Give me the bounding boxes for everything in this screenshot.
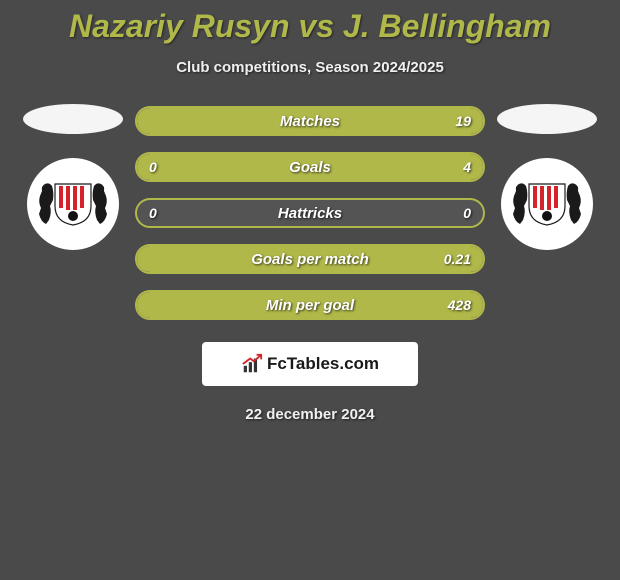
stat-value-right: 0.21	[444, 251, 471, 267]
club-badge-graphic	[37, 168, 109, 240]
stats-column: Matches 19 0 Goals 4 0 Hattricks 0 Goals per mat…	[135, 104, 485, 320]
stat-value-right: 19	[455, 113, 471, 129]
stat-value-right: 4	[463, 159, 471, 175]
lion-right-icon	[91, 182, 111, 226]
player-right-avatar-placeholder	[497, 104, 597, 134]
stat-label: Min per goal	[266, 297, 354, 314]
lion-left-icon	[35, 182, 55, 226]
stat-bar: Min per goal 428	[135, 290, 485, 320]
brand-box: FcTables.com	[202, 342, 418, 386]
stat-bar: Goals per match 0.21	[135, 244, 485, 274]
lion-left-icon	[509, 182, 529, 226]
brand-chart-icon	[241, 353, 263, 375]
date-text: 22 december 2024	[0, 406, 620, 423]
comparison-infographic: Nazariy Rusyn vs J. Bellingham Club comp…	[0, 0, 620, 423]
stat-bar: Matches 19	[135, 106, 485, 136]
player-left-club-badge	[27, 158, 119, 250]
brand-text: FcTables.com	[267, 354, 379, 374]
page-title: Nazariy Rusyn vs J. Bellingham	[0, 8, 620, 45]
player-right-club-badge	[501, 158, 593, 250]
stat-bar: 0 Goals 4	[135, 152, 485, 182]
player-right-column	[497, 104, 597, 250]
stat-value-right: 0	[463, 205, 471, 221]
lion-right-icon	[565, 182, 585, 226]
stat-bar: 0 Hattricks 0	[135, 198, 485, 228]
shield-icon	[53, 182, 93, 226]
stat-label: Goals	[289, 159, 331, 176]
stat-value-right: 428	[448, 297, 471, 313]
stat-label: Goals per match	[251, 251, 369, 268]
stat-label: Matches	[280, 113, 340, 130]
stat-value-left: 0	[149, 159, 157, 175]
comparison-area: Matches 19 0 Goals 4 0 Hattricks 0 Goals per mat…	[0, 104, 620, 320]
subtitle: Club competitions, Season 2024/2025	[0, 59, 620, 76]
club-badge-graphic	[511, 168, 583, 240]
stat-value-left: 0	[149, 205, 157, 221]
player-left-avatar-placeholder	[23, 104, 123, 134]
shield-icon	[527, 182, 567, 226]
stat-label: Hattricks	[278, 205, 342, 222]
player-left-column	[23, 104, 123, 250]
